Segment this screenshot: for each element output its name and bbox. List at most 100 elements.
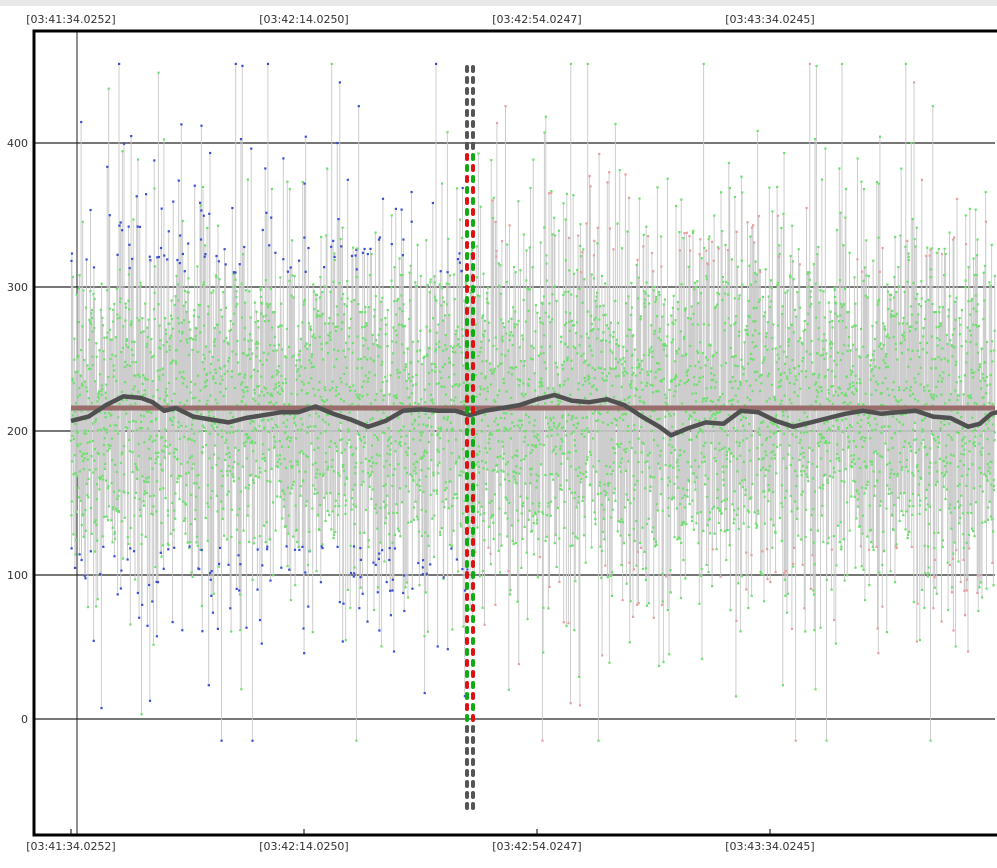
data-point (162, 368, 164, 370)
data-point (821, 178, 823, 180)
data-point (345, 504, 347, 506)
data-point (684, 494, 686, 496)
data-point (648, 302, 650, 304)
data-point (550, 501, 552, 503)
data-point (730, 347, 732, 349)
data-point (285, 426, 287, 428)
data-point (215, 382, 217, 384)
data-point (870, 529, 872, 531)
data-point (650, 370, 652, 372)
data-point (370, 465, 372, 467)
data-point (585, 471, 587, 473)
data-point (409, 272, 411, 274)
data-point (277, 326, 279, 328)
data-point (804, 412, 806, 414)
data-point (401, 209, 403, 211)
data-point (917, 350, 919, 352)
data-point (937, 532, 939, 534)
data-point (769, 306, 771, 308)
data-point (611, 595, 613, 597)
data-point (516, 482, 518, 484)
data-point (564, 343, 566, 345)
data-point (210, 497, 212, 499)
data-point (948, 309, 950, 311)
data-point (929, 462, 931, 464)
data-point (151, 468, 153, 470)
data-point (524, 483, 526, 485)
data-point (120, 462, 122, 464)
data-point (193, 315, 195, 317)
data-point (258, 385, 260, 387)
data-point (236, 588, 238, 590)
data-point (569, 451, 571, 453)
data-point (691, 393, 693, 395)
data-point (889, 462, 891, 464)
data-point (370, 357, 372, 359)
data-point (201, 605, 203, 607)
data-point (442, 320, 444, 322)
data-point (330, 528, 332, 530)
data-point (515, 542, 517, 544)
data-point (822, 541, 824, 543)
data-point (550, 190, 552, 192)
data-point (457, 258, 459, 260)
data-point (373, 434, 375, 436)
data-point (866, 465, 868, 467)
data-point (892, 415, 894, 417)
data-point (794, 470, 796, 472)
data-point (503, 326, 505, 328)
data-point (388, 512, 390, 514)
data-point (633, 498, 635, 500)
data-point (208, 305, 210, 307)
data-point (640, 547, 642, 549)
data-point (219, 547, 221, 549)
data-point (816, 253, 818, 255)
data-point (147, 336, 149, 338)
data-point (650, 416, 652, 418)
data-point (74, 472, 76, 474)
data-point (715, 414, 717, 416)
data-point (393, 300, 395, 302)
data-point (183, 520, 185, 522)
data-point (617, 361, 619, 363)
data-point (898, 389, 900, 391)
data-point (725, 362, 727, 364)
data-point (120, 570, 122, 572)
data-point (533, 424, 535, 426)
data-point (686, 374, 688, 376)
data-point (399, 535, 401, 537)
data-point (816, 466, 818, 468)
data-point (142, 383, 144, 385)
data-point (619, 417, 621, 419)
data-point (936, 593, 938, 595)
data-point (605, 340, 607, 342)
data-point (521, 512, 523, 514)
data-point (459, 429, 461, 431)
data-point (252, 579, 254, 581)
data-point (914, 422, 916, 424)
data-point (570, 702, 572, 704)
data-point (408, 373, 410, 375)
data-point (444, 314, 446, 316)
data-point (351, 509, 353, 511)
data-point (176, 481, 178, 483)
data-point (747, 363, 749, 365)
data-point (866, 296, 868, 298)
data-point (375, 504, 377, 506)
data-point (873, 359, 875, 361)
data-point (914, 381, 916, 383)
data-point (752, 390, 754, 392)
data-point (559, 484, 561, 486)
data-point (414, 419, 416, 421)
data-point (747, 607, 749, 609)
data-point (658, 665, 660, 667)
data-point (253, 542, 255, 544)
data-point (153, 495, 155, 497)
data-point (870, 359, 872, 361)
data-point (365, 375, 367, 377)
data-point (200, 204, 202, 206)
data-point (270, 401, 272, 403)
data-point (510, 318, 512, 320)
data-point (707, 359, 709, 361)
data-point (308, 322, 310, 324)
